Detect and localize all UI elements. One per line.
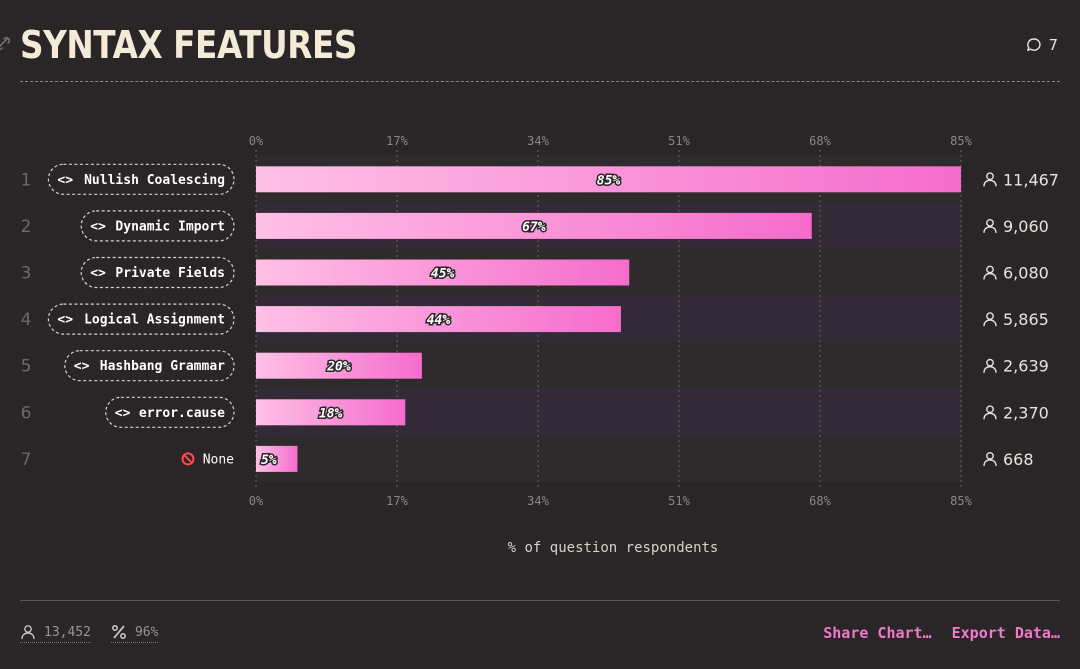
comment-icon (1027, 38, 1042, 52)
count-value: 2,639 (1003, 357, 1049, 376)
feature-label: Private Fields (115, 266, 225, 281)
comment-count: 7 (1048, 36, 1058, 54)
count-value: 5,865 (1003, 310, 1049, 329)
none-label: None (203, 452, 234, 467)
user-icon (986, 218, 994, 227)
code-icon: <> (74, 359, 90, 374)
x-tick-label-top: 68% (809, 134, 831, 148)
feature-label: Dynamic Import (115, 219, 225, 234)
link-icon[interactable] (0, 36, 10, 52)
bar[interactable] (256, 166, 961, 193)
footer-divider (20, 600, 1060, 601)
bar[interactable] (256, 306, 621, 333)
respondent-count: 2,370 (983, 403, 1049, 422)
row-rank: 4 (21, 310, 32, 330)
feature-pill[interactable]: <> Logical Assignment (47, 303, 235, 335)
bar-value-label: 5% (261, 453, 277, 468)
bar-value-label: 85% (597, 173, 621, 188)
user-icon (986, 358, 994, 367)
bar[interactable] (256, 259, 630, 286)
feature-pill[interactable]: <> Dynamic Import (80, 210, 235, 242)
x-tick-label-bottom: 0% (249, 494, 264, 508)
x-tick-label-top: 17% (386, 134, 408, 148)
count-value: 11,467 (1003, 170, 1059, 189)
share-chart-button[interactable]: Share Chart… (823, 624, 932, 642)
user-icon (21, 625, 35, 640)
bar-value-label: 44% (427, 313, 451, 328)
percent-stat[interactable]: 96% (110, 624, 159, 643)
count-value: 6,080 (1003, 264, 1049, 283)
feature-pill[interactable]: <> Private Fields (80, 256, 235, 289)
bar[interactable] (256, 212, 812, 239)
code-icon: <> (57, 313, 73, 328)
bar[interactable] (256, 399, 406, 426)
user-icon (986, 312, 994, 320)
bar-value-label: 18% (319, 406, 343, 421)
x-tick-label-bottom: 51% (668, 494, 690, 508)
bar-value-label: 20% (326, 360, 351, 375)
x-tick-label-bottom: 34% (527, 494, 549, 508)
footer-stats: 13,452 96% (20, 624, 159, 643)
count-value: 668 (1003, 450, 1034, 469)
feature-pill[interactable]: <> error.cause (105, 396, 235, 428)
x-tick-label-bottom: 68% (809, 494, 831, 508)
percent-icon (111, 624, 126, 640)
user-icon (986, 172, 994, 181)
user-icon (986, 265, 994, 274)
feature-pill[interactable]: <> Nullish Coalescing (47, 163, 235, 195)
respondent-count: 5,865 (983, 310, 1049, 329)
row-rank: 6 (21, 403, 32, 423)
x-tick-label-top: 85% (950, 134, 972, 148)
x-tick-label-bottom: 17% (386, 494, 408, 508)
percent-value: 96% (134, 624, 159, 640)
x-tick-label-top: 0% (249, 134, 264, 148)
page-title: SYNTAX FEATURES (20, 23, 357, 67)
x-axis-label: % of question respondents (508, 540, 719, 556)
none-label-group: None (181, 452, 234, 467)
code-icon: <> (90, 266, 106, 281)
export-data-button[interactable]: Export Data… (951, 624, 1060, 642)
count-value: 9,060 (1003, 217, 1049, 236)
row-rank: 2 (21, 217, 32, 237)
row-rank: 7 (21, 450, 32, 470)
title-divider (20, 81, 1060, 82)
bar[interactable] (256, 445, 298, 472)
comments-button[interactable]: 7 (1026, 36, 1058, 54)
row-rank: 5 (21, 357, 32, 377)
x-tick-label-bottom: 85% (950, 494, 972, 508)
footer-actions: Share Chart… Export Data… (823, 624, 1060, 642)
feature-label: error.cause (139, 406, 225, 421)
row-rank: 3 (21, 264, 32, 284)
respondent-count: 6,080 (983, 264, 1049, 283)
code-icon: <> (90, 219, 106, 234)
bar-value-label: 67% (522, 220, 546, 235)
bar-chart: 0% 0% 17% 17% 34% 34% 51% 51% 68% 68% 85% 85% 1 <> Nul… (21, 134, 1059, 556)
feature-pill[interactable]: <> Hashbang Grammar (64, 350, 235, 382)
user-icon (986, 451, 994, 460)
respondent-count: 11,467 (983, 170, 1059, 189)
feature-label: Hashbang Grammar (100, 359, 225, 374)
bar-value-label: 45% (431, 267, 455, 282)
user-icon (986, 405, 994, 414)
code-icon: <> (115, 406, 131, 421)
code-icon: <> (57, 173, 73, 188)
x-tick-label-top: 51% (668, 134, 690, 148)
bar[interactable] (256, 352, 422, 379)
count-value: 2,370 (1003, 403, 1049, 422)
x-tick-label-top: 34% (527, 134, 549, 148)
row-band (256, 435, 961, 483)
feature-label: Logical Assignment (84, 313, 225, 328)
row-rank: 1 (21, 170, 32, 190)
feature-label: Nullish Coalescing (84, 173, 225, 188)
respondent-count: 2,639 (983, 357, 1049, 376)
respondent-count: 668 (983, 450, 1034, 469)
respondent-count: 9,060 (983, 217, 1049, 236)
respondents-count: 13,452 (44, 624, 91, 640)
respondents-stat[interactable]: 13,452 (20, 624, 91, 643)
no-entry-icon (181, 452, 195, 466)
